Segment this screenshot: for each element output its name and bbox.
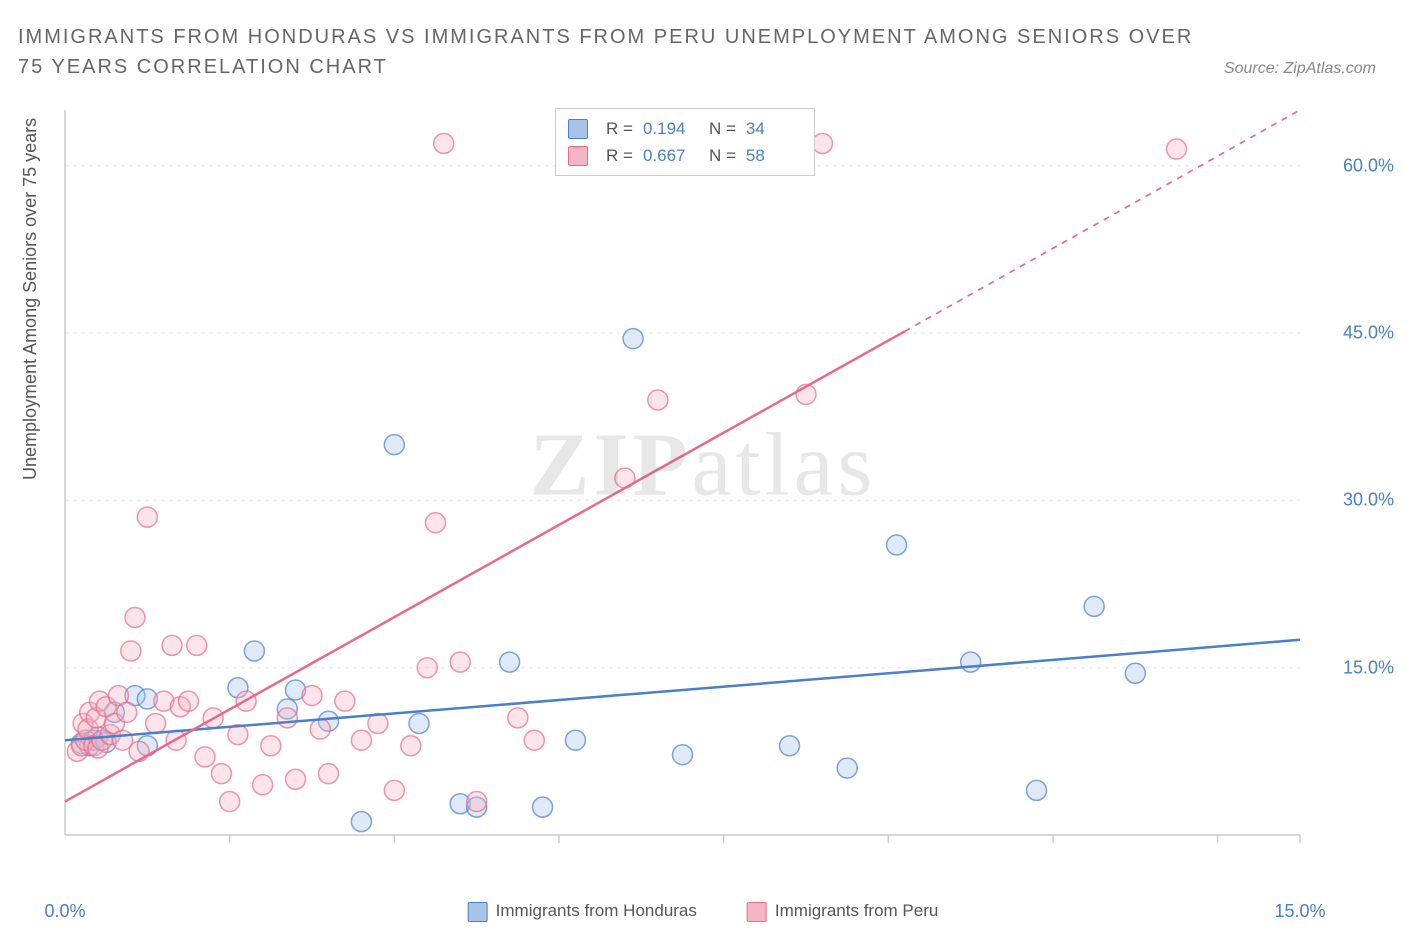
source-attribution: Source: ZipAtlas.com — [1224, 60, 1376, 78]
y-tick-label: 30.0% — [1343, 490, 1394, 511]
legend-label: Immigrants from Honduras — [496, 901, 697, 920]
y-tick-label: 60.0% — [1343, 155, 1394, 176]
r-value: 0.667 — [643, 142, 699, 169]
series-legend: Immigrants from Honduras Immigrants from … — [468, 901, 939, 922]
y-axis-label: Unemployment Among Seniors over 75 years — [20, 118, 41, 480]
correlation-legend: R =0.194N =34R =0.667N =58 — [555, 108, 815, 176]
n-value: 58 — [746, 142, 802, 169]
y-tick-label: 45.0% — [1343, 323, 1394, 344]
legend-label: Immigrants from Peru — [775, 901, 938, 920]
scatter-chart-svg — [55, 105, 1375, 875]
legend-swatch — [568, 146, 588, 166]
legend-item: Immigrants from Peru — [747, 901, 938, 922]
chart-title: IMMIGRANTS FROM HONDURAS VS IMMIGRANTS F… — [18, 22, 1206, 82]
legend-item: Immigrants from Honduras — [468, 901, 697, 922]
r-value: 0.194 — [643, 115, 699, 142]
legend-swatch — [468, 902, 488, 922]
x-tick-label: 15.0% — [1274, 901, 1325, 922]
chart-area — [55, 105, 1375, 875]
legend-swatch — [747, 902, 767, 922]
legend-swatch — [568, 119, 588, 139]
correlation-legend-row: R =0.194N =34 — [568, 115, 802, 142]
correlation-legend-row: R =0.667N =58 — [568, 142, 802, 169]
y-tick-label: 15.0% — [1343, 657, 1394, 678]
n-value: 34 — [746, 115, 802, 142]
x-tick-label: 0.0% — [44, 901, 85, 922]
